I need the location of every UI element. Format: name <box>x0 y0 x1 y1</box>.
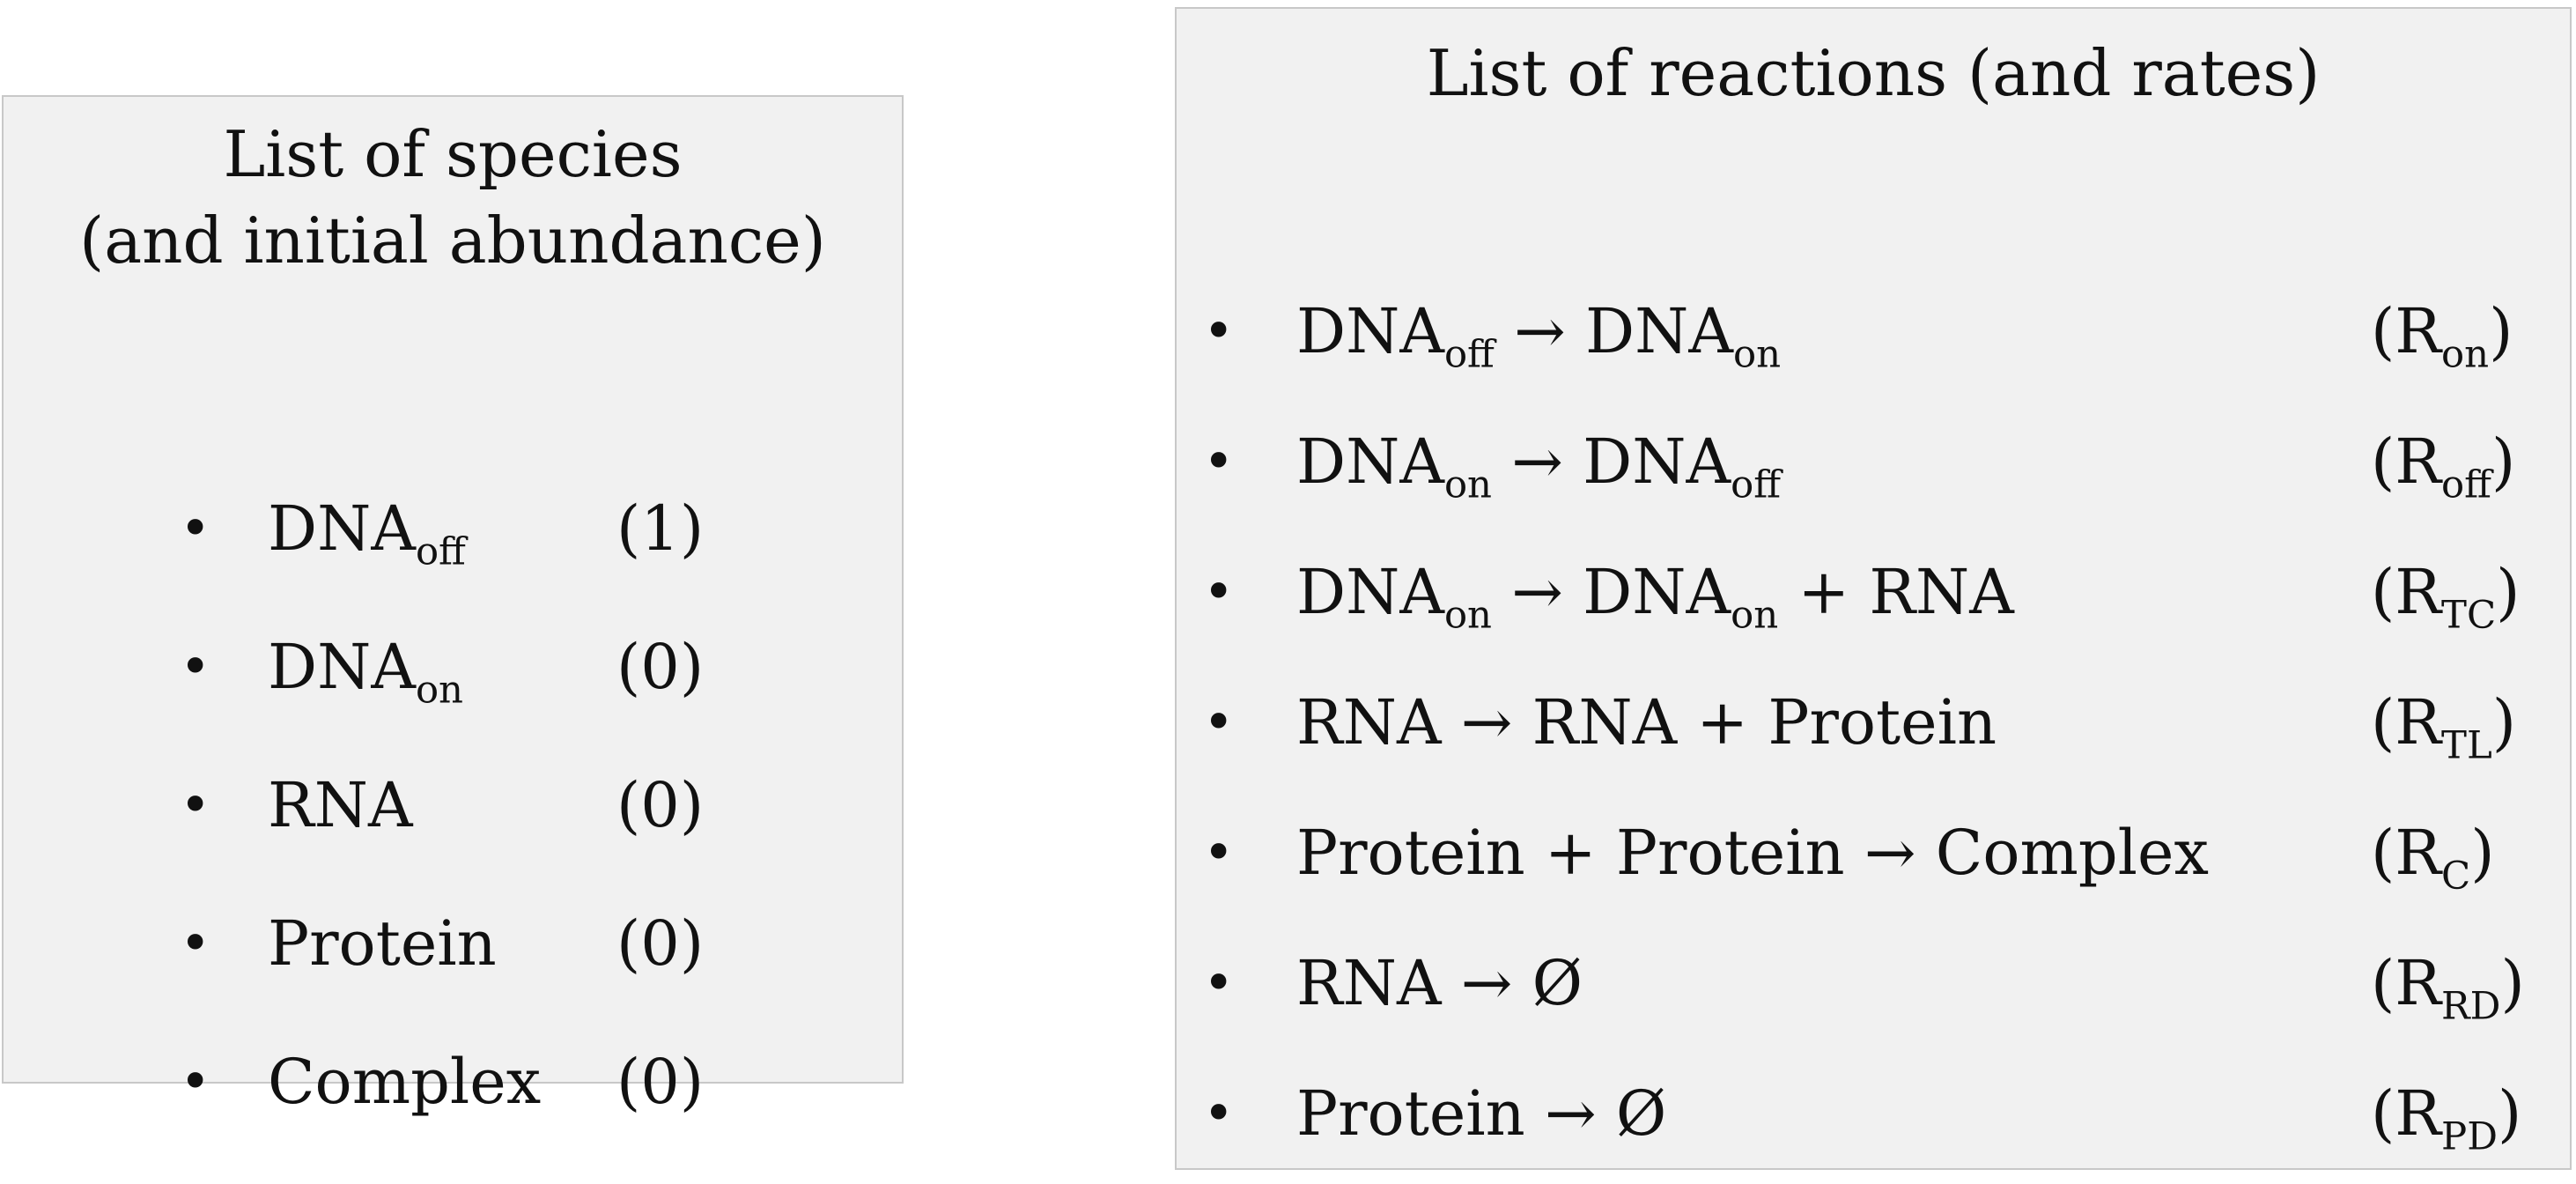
bullet: • <box>1203 1083 1235 1144</box>
reaction-row: • RNA → Ø (RRD) <box>1203 939 2550 1027</box>
rate-subscript: off <box>2441 462 2491 507</box>
reaction-subscript: off <box>1731 462 1782 507</box>
reaction-row: • Protein → Ø (RPD) <box>1203 1069 2550 1158</box>
species-initial-abundance: (1) <box>616 492 705 565</box>
reaction-rate: (RC) <box>2371 817 2495 899</box>
species-row: • RNA (0) <box>180 761 849 849</box>
species-initial-abundance: (0) <box>616 769 705 841</box>
species-panel-title: List of species (and initial abundance) <box>4 111 902 284</box>
reaction-rate: (Roff) <box>2371 426 2516 507</box>
bullet: • <box>180 774 211 836</box>
reaction-equation: RNA → RNA + Protein <box>1296 686 1997 758</box>
reaction-subscript: on <box>1732 332 1782 377</box>
species-row: • DNAoff (1) <box>180 485 849 573</box>
species-panel: List of species (and initial abundance) … <box>2 95 904 1118</box>
species-row: • Protein (0) <box>180 899 849 988</box>
species-name: RNA <box>268 769 413 841</box>
reaction-subscript: on <box>1443 593 1493 638</box>
species-name: Protein <box>268 907 497 980</box>
species-initial-abundance: (0) <box>616 1046 705 1118</box>
species-name: DNAoff <box>268 492 466 574</box>
bullet: • <box>1203 300 1235 362</box>
reaction-row: • Protein + Protein → Complex (RC) <box>1203 809 2550 897</box>
reaction-rate: (RRD) <box>2371 947 2525 1029</box>
reaction-equation: DNAoff → DNAon <box>1296 295 1782 377</box>
reaction-equation: Protein + Protein → Complex <box>1296 817 2209 889</box>
rate-subscript: C <box>2441 854 2471 899</box>
species-subscript: off <box>415 529 466 574</box>
reaction-rate: (RPD) <box>2371 1077 2522 1159</box>
rate-subscript: RD <box>2441 984 2501 1029</box>
reaction-subscript: on <box>1731 593 1779 638</box>
rate-subscript: on <box>2441 332 2490 377</box>
bullet: • <box>1203 561 1235 623</box>
species-name: DNAon <box>268 631 464 713</box>
bullet: • <box>180 913 211 974</box>
species-initial-abundance: (0) <box>616 907 705 980</box>
reaction-row: • RNA → RNA + Protein (RTL) <box>1203 678 2550 766</box>
reaction-row: • DNAoff → DNAon (Ron) <box>1203 287 2550 375</box>
reaction-row: • DNAon → DNAon + RNA (RTC) <box>1203 548 2550 636</box>
species-title-line2: (and initial abundance) <box>79 204 826 278</box>
species-title-line1: List of species <box>223 117 683 191</box>
reaction-rate: (RTL) <box>2371 686 2517 768</box>
bullet: • <box>1203 692 1235 753</box>
species-row: • Complex (0) <box>180 1038 849 1126</box>
reaction-rate: (Ron) <box>2371 295 2513 377</box>
reaction-equation: RNA → Ø <box>1296 947 1583 1019</box>
bullet: • <box>1203 431 1235 492</box>
reactions-panel-title: List of reactions (and rates) <box>1426 36 2321 110</box>
bullet: • <box>180 1051 211 1113</box>
bullet: • <box>1203 952 1235 1014</box>
reaction-subscript: on <box>1443 462 1493 507</box>
rate-subscript: PD <box>2441 1114 2498 1159</box>
rate-subscript: TC <box>2441 593 2497 638</box>
reactions-panel: List of reactions (and rates) • DNAoff → … <box>1175 7 2572 1170</box>
reaction-equation: DNAon → DNAon + RNA <box>1296 556 2014 638</box>
species-row: • DNAon (0) <box>180 623 849 711</box>
species-initial-abundance: (0) <box>616 631 705 703</box>
reaction-rate: (RTC) <box>2371 556 2521 638</box>
species-name: Complex <box>268 1046 542 1118</box>
bullet: • <box>180 636 211 698</box>
species-subscript: on <box>415 668 464 713</box>
bullet: • <box>180 498 211 559</box>
reaction-equation: DNAon → DNAoff <box>1296 426 1782 507</box>
reaction-equation: Protein → Ø <box>1296 1077 1667 1150</box>
rate-subscript: TL <box>2441 723 2492 768</box>
reaction-row: • DNAon → DNAoff (Roff) <box>1203 418 2550 506</box>
bullet: • <box>1203 822 1235 884</box>
reaction-subscript: off <box>1443 332 1495 377</box>
